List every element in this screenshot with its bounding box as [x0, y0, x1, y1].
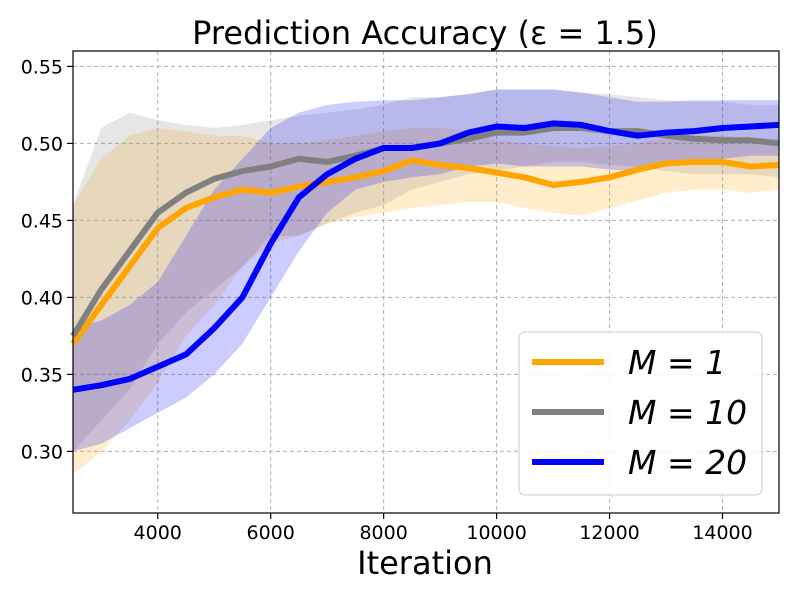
x-axis-ticks: 4000 6000 8000 10000 12000 14000: [134, 513, 753, 544]
y-tick-label: 0.40: [21, 287, 63, 309]
chart-title: Prediction Accuracy (ε = 1.5): [192, 14, 658, 52]
line-series-3: [72, 120, 780, 393]
x-tick-label: 6000: [247, 522, 295, 544]
y-tick-label: 0.35: [21, 364, 63, 386]
band-series-2: [73, 89, 779, 452]
legend-label-3: M = 20: [628, 443, 747, 482]
line-series-1: [70, 157, 780, 346]
legend-label-1: M = 1: [628, 343, 726, 382]
y-tick-label: 0.30: [21, 441, 63, 463]
y-tick-label: 0.55: [21, 56, 63, 78]
legend-label-2: M = 10: [628, 393, 747, 432]
plot-frame: [72, 50, 780, 514]
legend-box: [518, 331, 763, 496]
confidence-bands: [73, 89, 779, 475]
x-tick-label: 10000: [466, 522, 526, 544]
x-axis-label: Iteration: [357, 544, 493, 582]
y-tick-label: 0.50: [21, 133, 63, 155]
y-tick-label: 0.45: [21, 210, 63, 232]
band-series-3: [73, 89, 779, 452]
y-axis-ticks: 0.30 0.35 0.40 0.45 0.50 0.55: [21, 56, 73, 463]
x-tick-label: 12000: [579, 522, 639, 544]
legend: M = 1 M = 10 M = 20: [518, 331, 763, 496]
band-series-1: [73, 128, 779, 475]
x-tick-label: 4000: [134, 522, 182, 544]
series-lines: [70, 120, 780, 393]
x-tick-label: 8000: [359, 522, 407, 544]
x-tick-label: 14000: [692, 522, 752, 544]
